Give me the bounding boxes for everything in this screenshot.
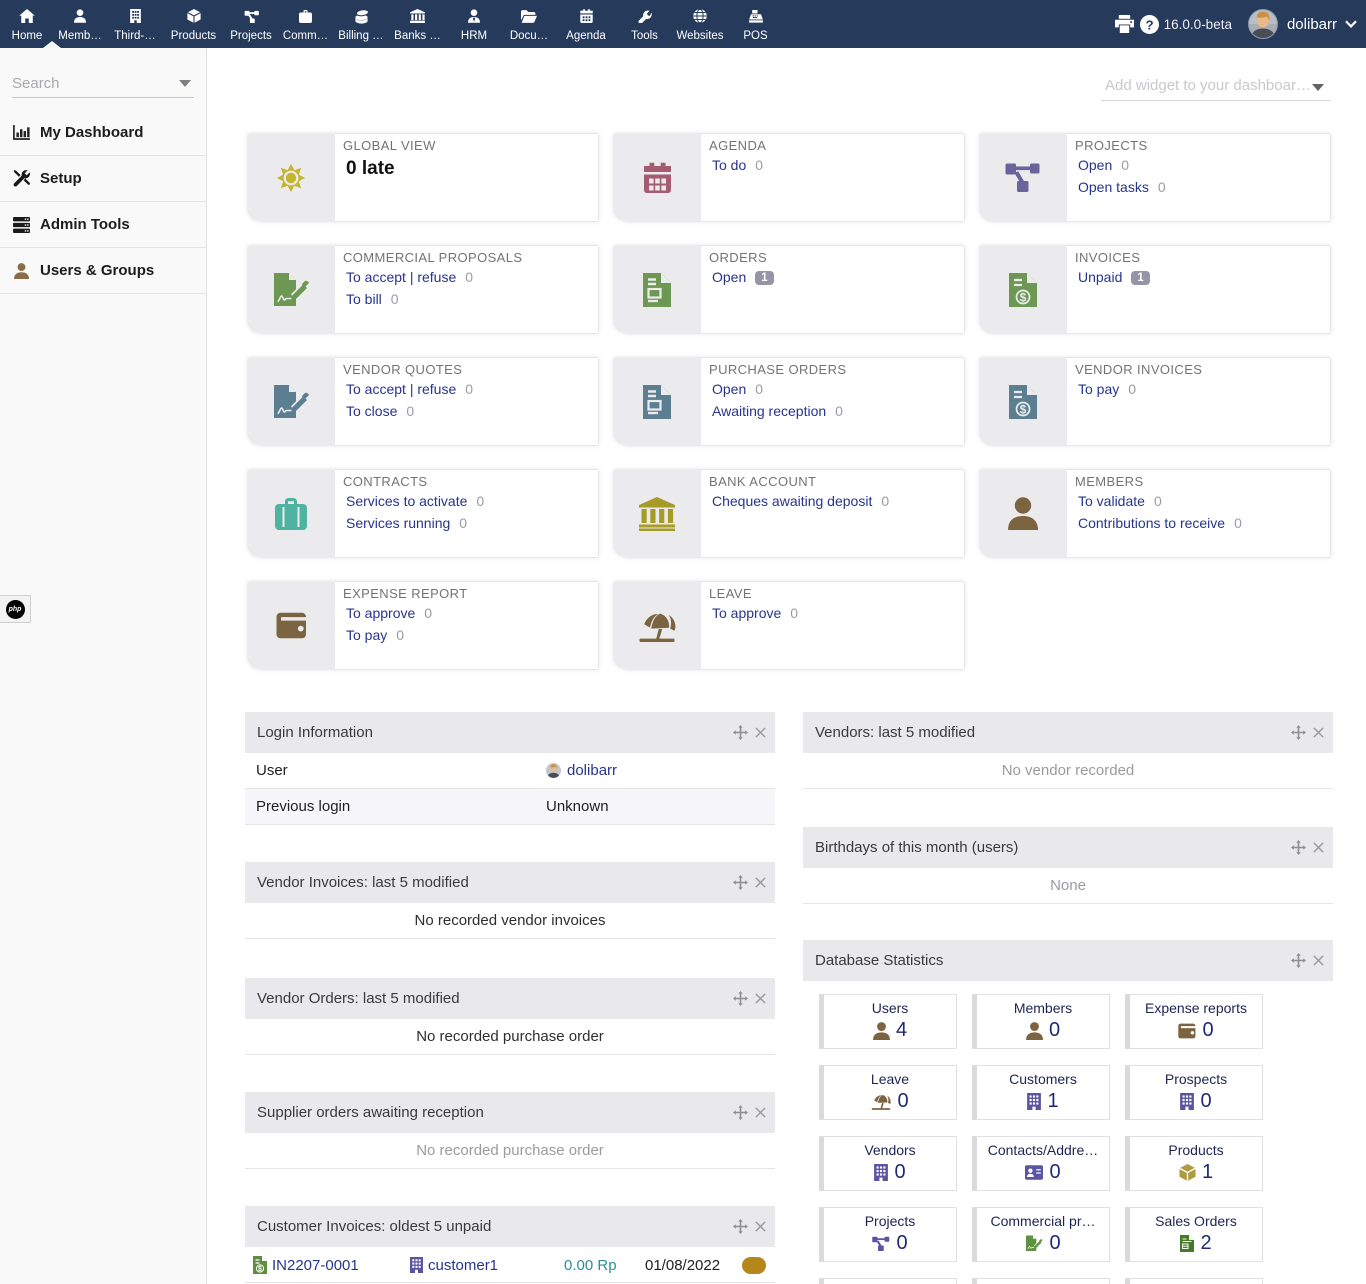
svg-text:$: $ <box>258 1266 262 1273</box>
svg-text:$: $ <box>1020 402 1027 416</box>
svg-text:$: $ <box>1020 290 1027 304</box>
svg-text:?: ? <box>1145 17 1153 32</box>
